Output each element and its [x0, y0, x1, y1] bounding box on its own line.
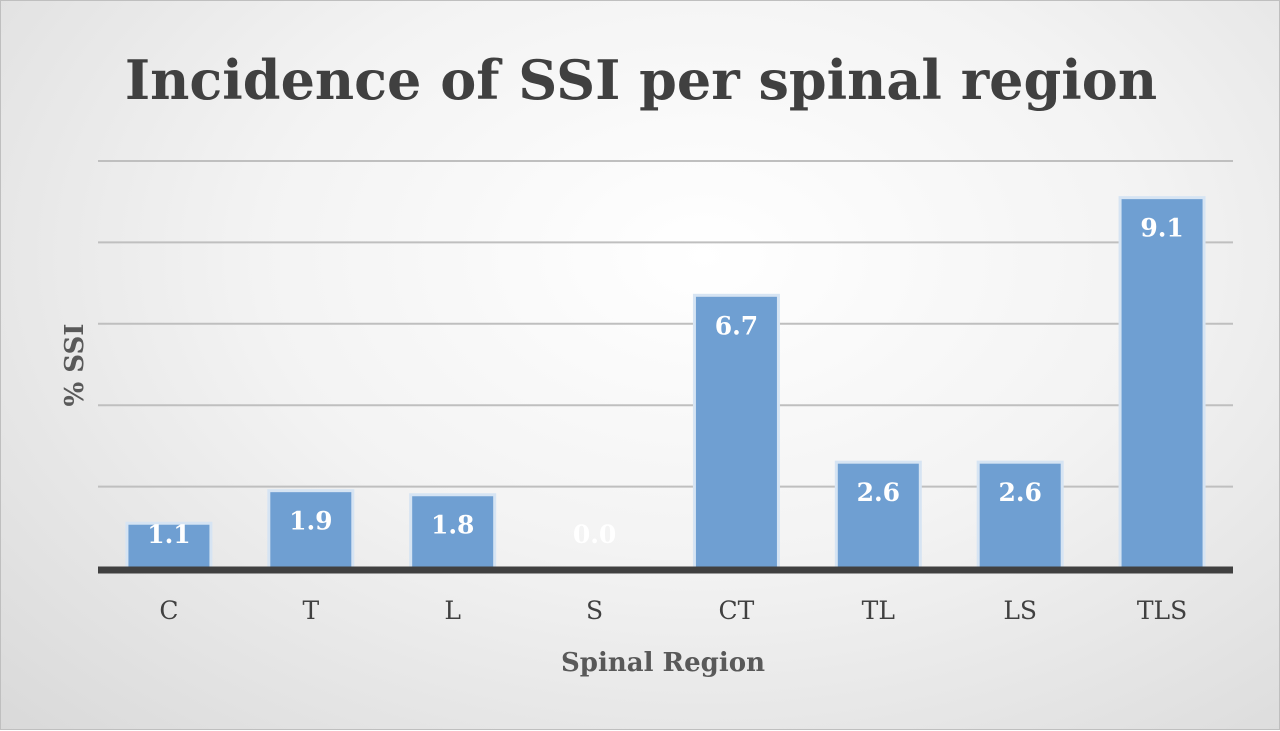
x-tick-t: T: [302, 596, 319, 625]
bar-tl: [834, 460, 922, 570]
data-label-tl: 2.6: [857, 478, 901, 507]
data-label-t: 1.9: [289, 507, 333, 536]
x-tick-ls: LS: [1003, 596, 1037, 625]
x-tick-tls: TLS: [1137, 596, 1187, 625]
bar-c: [125, 521, 213, 570]
x-tick-c: C: [159, 596, 178, 625]
y-axis-title: % SSI: [60, 324, 90, 407]
chart-title: Incidence of SSI per spinal region: [125, 48, 1157, 112]
x-tick-s: S: [586, 596, 603, 625]
x-tick-ct: CT: [719, 596, 755, 625]
x-tick-tl: TL: [862, 596, 895, 625]
bar-ls: [976, 460, 1064, 570]
bar-tls: [1118, 196, 1206, 570]
gridlines: [98, 160, 1233, 488]
bar-l: [409, 493, 497, 570]
bars: [125, 196, 1206, 570]
x-axis-title: Spinal Region: [561, 648, 765, 678]
x-tick-labels: C T L S CT TL LS TLS: [159, 596, 1187, 625]
data-labels: 1.1 1.9 1.8 0.0 6.7 2.6 2.6 9.1: [147, 214, 1184, 549]
data-label-tls: 9.1: [1140, 214, 1184, 243]
data-label-ls: 2.6: [998, 478, 1042, 507]
bar-ct: [692, 293, 780, 570]
data-label-c: 1.1: [147, 520, 191, 549]
x-tick-l: L: [444, 596, 461, 625]
data-label-s: 0.0: [573, 520, 617, 549]
data-label-l: 1.8: [431, 511, 475, 540]
data-label-ct: 6.7: [715, 311, 759, 340]
